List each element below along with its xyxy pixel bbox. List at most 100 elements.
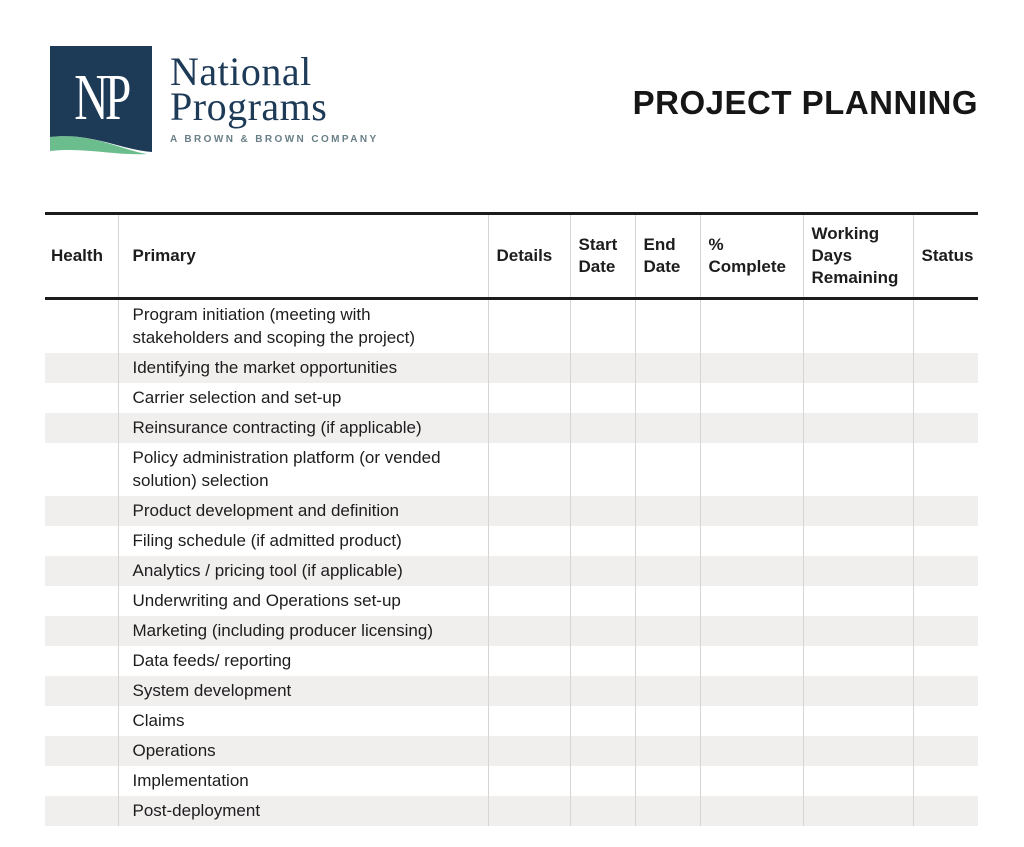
np-logo-mark: NP bbox=[50, 46, 152, 160]
cell-details bbox=[487, 796, 570, 826]
cell-health bbox=[45, 796, 118, 826]
cell-start-date bbox=[569, 496, 635, 526]
cell-end-date bbox=[634, 353, 700, 383]
cell-primary: Data feeds/ reporting bbox=[117, 646, 488, 676]
cell-percent-complete bbox=[699, 413, 803, 443]
cell-status bbox=[912, 443, 978, 496]
cell-start-date bbox=[569, 796, 635, 826]
table-row: Underwriting and Operations set-up bbox=[45, 586, 978, 616]
cell-working-days-remaining bbox=[802, 556, 913, 586]
cell-start-date bbox=[569, 353, 635, 383]
logo-tagline: A BROWN & BROWN COMPANY bbox=[170, 134, 379, 145]
cell-health bbox=[45, 616, 118, 646]
cell-working-days-remaining bbox=[802, 736, 913, 766]
cell-working-days-remaining bbox=[802, 766, 913, 796]
cell-status bbox=[912, 676, 978, 706]
cell-primary: Filing schedule (if admitted product) bbox=[117, 526, 488, 556]
table-row: Filing schedule (if admitted product) bbox=[45, 526, 978, 556]
cell-start-date bbox=[569, 766, 635, 796]
cell-status bbox=[912, 383, 978, 413]
cell-end-date bbox=[634, 616, 700, 646]
cell-end-date bbox=[634, 413, 700, 443]
cell-primary: Claims bbox=[117, 706, 488, 736]
table-row: Implementation bbox=[45, 766, 978, 796]
cell-status bbox=[912, 796, 978, 826]
cell-primary: Carrier selection and set-up bbox=[117, 383, 488, 413]
cell-working-days-remaining bbox=[802, 496, 913, 526]
cell-end-date bbox=[634, 496, 700, 526]
cell-primary: Policy administration platform (or vende… bbox=[117, 443, 488, 496]
cell-primary: System development bbox=[117, 676, 488, 706]
logo-monogram: NP bbox=[74, 62, 130, 134]
cell-health bbox=[45, 383, 118, 413]
cell-health bbox=[45, 676, 118, 706]
table-row: Product development and definition bbox=[45, 496, 978, 526]
cell-details bbox=[487, 586, 570, 616]
cell-end-date bbox=[634, 706, 700, 736]
cell-working-days-remaining bbox=[802, 676, 913, 706]
table-row: Operations bbox=[45, 736, 978, 766]
cell-status bbox=[912, 413, 978, 443]
table-row: Data feeds/ reporting bbox=[45, 646, 978, 676]
cell-status bbox=[912, 766, 978, 796]
cell-details bbox=[487, 298, 570, 353]
cell-percent-complete bbox=[699, 646, 803, 676]
cell-health bbox=[45, 586, 118, 616]
cell-start-date bbox=[569, 298, 635, 353]
cell-primary: Implementation bbox=[117, 766, 488, 796]
cell-percent-complete bbox=[699, 556, 803, 586]
cell-end-date bbox=[634, 443, 700, 496]
cell-end-date bbox=[634, 766, 700, 796]
cell-health bbox=[45, 443, 118, 496]
cell-health bbox=[45, 706, 118, 736]
cell-status bbox=[912, 736, 978, 766]
logo: NP National Programs A BROWN & BROWN COM… bbox=[50, 46, 379, 160]
cell-start-date bbox=[569, 413, 635, 443]
cell-end-date bbox=[634, 676, 700, 706]
cell-details bbox=[487, 383, 570, 413]
cell-primary: Analytics / pricing tool (if applicable) bbox=[117, 556, 488, 586]
cell-status bbox=[912, 616, 978, 646]
col-header-details: Details bbox=[487, 213, 570, 299]
cell-status bbox=[912, 706, 978, 736]
cell-percent-complete bbox=[699, 586, 803, 616]
col-header-working-days-remaining: Working Days Remaining bbox=[802, 213, 913, 299]
table-row: System development bbox=[45, 676, 978, 706]
cell-status bbox=[912, 353, 978, 383]
cell-percent-complete bbox=[699, 616, 803, 646]
project-planning-table: Health Primary Details Start Date End Da… bbox=[45, 212, 978, 826]
cell-primary: Post-deployment bbox=[117, 796, 488, 826]
col-header-percent-complete: % Complete bbox=[699, 213, 803, 299]
cell-percent-complete bbox=[699, 443, 803, 496]
cell-details bbox=[487, 526, 570, 556]
cell-end-date bbox=[634, 736, 700, 766]
cell-primary: Identifying the market opportunities bbox=[117, 353, 488, 383]
cell-end-date bbox=[634, 586, 700, 616]
logo-wordmark: National Programs A BROWN & BROWN COMPAN… bbox=[170, 46, 379, 146]
cell-primary: Operations bbox=[117, 736, 488, 766]
cell-status bbox=[912, 496, 978, 526]
cell-end-date bbox=[634, 646, 700, 676]
col-header-start-date: Start Date bbox=[569, 213, 635, 299]
cell-start-date bbox=[569, 706, 635, 736]
cell-primary: Product development and definition bbox=[117, 496, 488, 526]
cell-details bbox=[487, 736, 570, 766]
table-row: Claims bbox=[45, 706, 978, 736]
cell-end-date bbox=[634, 556, 700, 586]
cell-start-date bbox=[569, 586, 635, 616]
cell-start-date bbox=[569, 443, 635, 496]
cell-working-days-remaining bbox=[802, 413, 913, 443]
cell-percent-complete bbox=[699, 526, 803, 556]
col-header-primary: Primary bbox=[117, 213, 488, 299]
cell-health bbox=[45, 413, 118, 443]
cell-details bbox=[487, 646, 570, 676]
table-row: Identifying the market opportunities bbox=[45, 353, 978, 383]
table-row: Post-deployment bbox=[45, 796, 978, 826]
cell-details bbox=[487, 766, 570, 796]
table-row: Reinsurance contracting (if applicable) bbox=[45, 413, 978, 443]
cell-start-date bbox=[569, 646, 635, 676]
cell-health bbox=[45, 766, 118, 796]
page-header: NP National Programs A BROWN & BROWN COM… bbox=[50, 46, 978, 160]
table-row: Policy administration platform (or vende… bbox=[45, 443, 978, 496]
